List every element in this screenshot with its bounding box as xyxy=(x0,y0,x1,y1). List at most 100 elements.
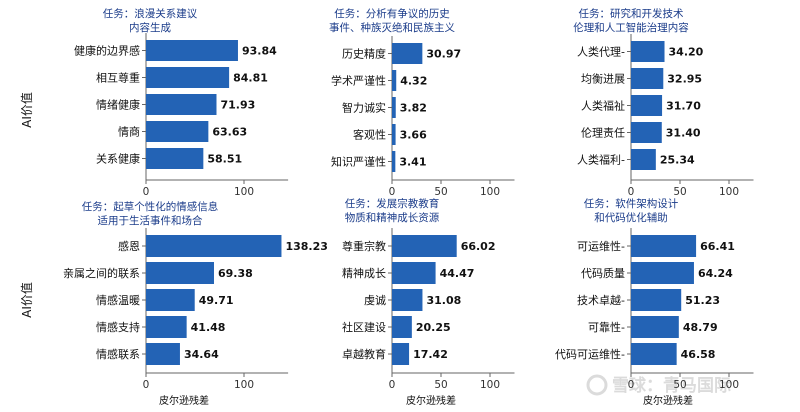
bar xyxy=(392,70,397,91)
category-label: 情商 xyxy=(118,125,140,139)
value-label: 31.70 xyxy=(666,100,701,113)
value-label: 44.47 xyxy=(440,267,475,280)
value-label: 84.81 xyxy=(233,72,268,85)
value-label: 48.79 xyxy=(683,321,718,334)
bar xyxy=(631,235,697,257)
category-label: 情感支持 xyxy=(96,320,140,334)
bar xyxy=(392,151,396,172)
value-label: 66.02 xyxy=(461,240,496,253)
bar xyxy=(146,40,238,61)
category-label: 代码可运维性- xyxy=(555,347,625,361)
chart-title-line: 任务：发展宗教教育 xyxy=(345,197,440,210)
category-label: 卓越教育 xyxy=(342,347,386,361)
x-axis-label-2: 皮尔逊残差 xyxy=(406,394,456,407)
value-label: 4.32 xyxy=(400,75,427,88)
value-label: 32.95 xyxy=(667,73,702,86)
category-label: 人类福祉 xyxy=(581,99,625,113)
chart-title-line: 任务：起草个性化的情感信息 xyxy=(82,200,219,213)
x-axis-label-3: 皮尔逊残差 xyxy=(643,394,693,407)
x-tick-label: 0 xyxy=(143,186,150,198)
x-tick-label: 100 xyxy=(234,379,254,391)
value-label: 20.25 xyxy=(416,321,451,334)
category-label: 历史精度 xyxy=(342,47,386,61)
category-label: 伦理责任 xyxy=(581,126,625,140)
x-tick-label: 100 xyxy=(719,379,739,391)
watermark: 雪球：青马国际 xyxy=(586,374,731,396)
value-label: 58.51 xyxy=(207,153,242,166)
category-label: 人类福利- xyxy=(577,153,625,167)
category-label: 情感联系 xyxy=(96,348,140,361)
chart-title-line: 适用于生活事件和场合 xyxy=(98,214,203,227)
bar xyxy=(146,148,204,169)
value-label: 41.48 xyxy=(191,321,226,334)
category-label: 智力诚实 xyxy=(342,101,386,115)
value-label: 31.40 xyxy=(666,127,701,140)
value-label: 93.84 xyxy=(242,45,277,58)
bar xyxy=(631,343,677,365)
bar xyxy=(392,262,436,284)
chart-title-line: 任务：研究和开发技术 xyxy=(579,7,684,20)
bar xyxy=(631,289,682,311)
category-label: 客观性 xyxy=(353,128,386,142)
bar xyxy=(146,94,217,115)
category-label: 情感温暖 xyxy=(96,294,140,307)
x-tick-label: 0 xyxy=(143,379,150,391)
bar xyxy=(392,289,423,311)
value-label: 17.42 xyxy=(413,348,448,361)
value-label: 69.38 xyxy=(218,267,253,280)
x-tick-label: 100 xyxy=(480,379,500,391)
value-label: 63.63 xyxy=(212,126,247,139)
chart-title-line: 内容生成 xyxy=(129,21,171,34)
category-label: 可运维性- xyxy=(577,239,625,253)
chart-title-line: 物质和精神成长资源 xyxy=(345,211,440,224)
category-label: 关系健康 xyxy=(96,152,140,166)
value-label: 138.23 xyxy=(285,240,327,253)
category-label: 感恩 xyxy=(118,240,140,253)
category-label: 亲属之间的联系 xyxy=(63,266,140,280)
value-label: 30.97 xyxy=(426,48,461,61)
x-tick-label: 0 xyxy=(389,379,396,391)
chart-title-line: 和代码优化辅助 xyxy=(594,211,668,224)
category-label: 健康的边界感 xyxy=(74,44,140,58)
x-tick-label: 50 xyxy=(673,379,686,391)
value-label: 31.08 xyxy=(426,294,461,307)
bar xyxy=(392,124,396,145)
x-tick-label: 0 xyxy=(389,186,396,198)
bar xyxy=(631,68,664,89)
bar xyxy=(146,343,180,365)
category-label: 社区建设 xyxy=(342,320,386,334)
value-label: 51.23 xyxy=(685,294,720,307)
value-label: 3.41 xyxy=(399,156,426,169)
bar xyxy=(631,149,656,170)
bar xyxy=(392,235,457,257)
value-label: 25.34 xyxy=(660,154,695,167)
category-label: 情绪健康 xyxy=(96,98,140,112)
watermark-logo-icon xyxy=(586,374,608,396)
bar xyxy=(631,316,679,338)
row-label-top: AI价值 xyxy=(19,92,34,128)
bar xyxy=(631,262,694,284)
value-label: 34.20 xyxy=(669,46,704,59)
x-tick-label: 100 xyxy=(234,186,254,198)
value-label: 3.82 xyxy=(400,102,427,115)
bar xyxy=(392,343,410,365)
bar xyxy=(392,97,396,118)
category-label: 虔诚 xyxy=(364,294,386,307)
bar xyxy=(146,121,209,142)
bar xyxy=(146,262,214,284)
bar xyxy=(146,316,187,338)
x-axis-label-1: 皮尔逊残差 xyxy=(159,394,209,407)
x-tick-label: 100 xyxy=(719,186,739,198)
value-label: 3.66 xyxy=(400,129,427,142)
chart-title-line: 伦理和人工智能治理内容 xyxy=(573,21,689,34)
x-tick-label: 0 xyxy=(628,379,635,391)
value-label: 71.93 xyxy=(220,99,255,112)
value-label: 46.58 xyxy=(681,348,716,361)
